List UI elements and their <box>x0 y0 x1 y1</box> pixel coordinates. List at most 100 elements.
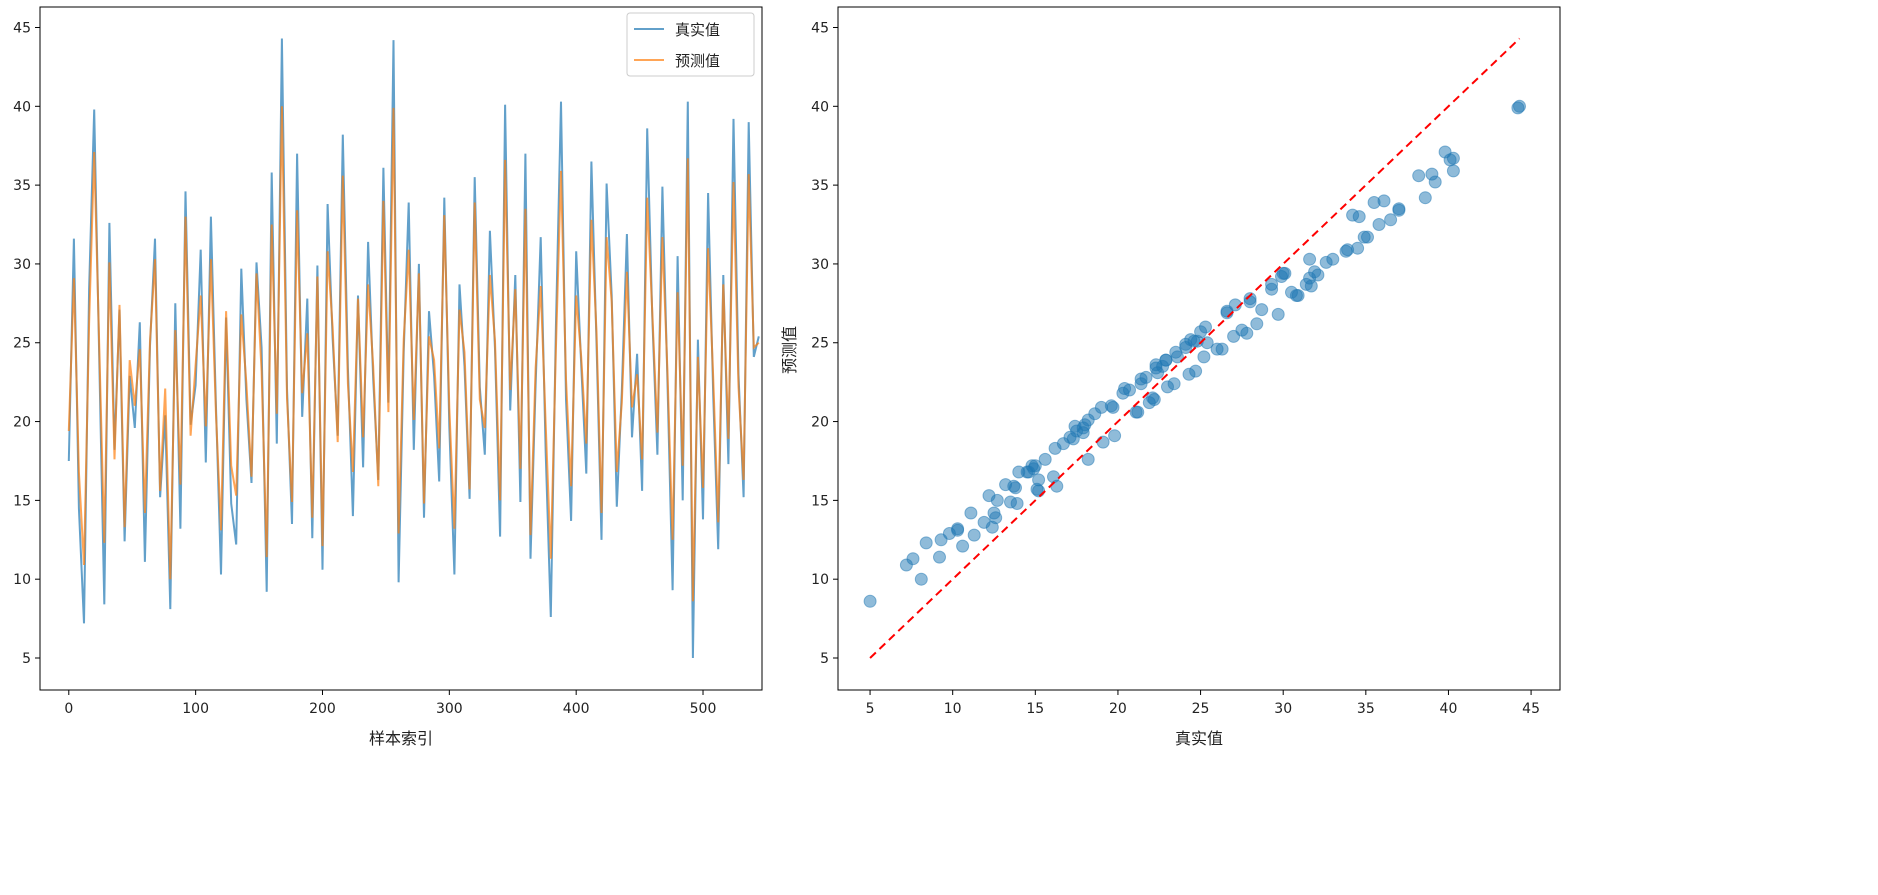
line-series-group <box>67 38 760 659</box>
y-tick-label: 45 <box>13 20 31 36</box>
scatter-point <box>933 550 946 564</box>
scatter-point <box>1170 350 1184 364</box>
scatter-point <box>1010 497 1024 510</box>
scatter-point <box>1076 426 1090 440</box>
scatter-point <box>1050 479 1064 493</box>
x-tick-label: 25 <box>1192 701 1210 717</box>
y-tick-label: 25 <box>811 336 829 352</box>
y-tick-label: 15 <box>811 493 829 509</box>
line-chart-axes-frame <box>39 6 763 691</box>
scatter-point <box>1081 452 1095 466</box>
y-tick-label: 35 <box>13 178 31 194</box>
scatter-point <box>1179 341 1193 354</box>
x-tick-label: 300 <box>436 701 463 717</box>
y-tick-label: 20 <box>13 415 31 431</box>
scatter-point <box>1384 213 1398 227</box>
scatter-point <box>1142 396 1156 410</box>
scatter-point <box>906 552 920 566</box>
scatter-point <box>1326 252 1340 266</box>
scatter-point <box>1009 481 1022 495</box>
legend-label-pred: 预测值 <box>675 52 720 70</box>
line-chart-ticks: 0 100 200 300 400 500 5 10 15 20 25 30 35 40 45 <box>13 20 716 717</box>
scatter-point <box>977 515 991 529</box>
line-series-pred <box>67 106 760 602</box>
y-tick-label: 15 <box>13 493 31 509</box>
scatter-point <box>934 533 948 547</box>
scatter-point <box>1372 218 1386 231</box>
scatter-point <box>1200 336 1214 350</box>
scatter-point <box>1096 435 1110 449</box>
x-tick-label: 20 <box>1109 701 1127 717</box>
scatter-point <box>956 539 970 553</box>
scatter-point <box>1285 285 1298 299</box>
x-tick-label: 100 <box>182 701 209 717</box>
scatter-point <box>1066 432 1080 446</box>
scatter-point <box>1255 303 1269 317</box>
scatter-point <box>1265 277 1279 291</box>
scatter-xlabel: 真实值 <box>1175 729 1223 748</box>
scatter-point <box>1139 370 1153 384</box>
scatter-point <box>1028 459 1042 473</box>
reference-line-y-equals-x <box>869 37 1521 659</box>
scatter-point <box>1425 167 1439 181</box>
scatter-ylabel: 预测值 <box>780 326 799 374</box>
scatter-point <box>1159 353 1173 367</box>
legend: 真实值 预测值 <box>626 12 755 77</box>
y-tick-label: 5 <box>820 651 829 667</box>
scatter-point <box>1240 326 1254 340</box>
scatter-point <box>1271 307 1285 321</box>
scatter-point <box>1511 101 1525 115</box>
line-series-true <box>67 38 760 659</box>
scatter-point <box>1446 151 1460 165</box>
y-tick-label: 20 <box>811 415 829 431</box>
scatter-point <box>1194 325 1208 339</box>
x-tick-label: 45 <box>1522 701 1540 717</box>
scatter-chart-panel: 5 10 15 20 25 30 35 40 45 5 10 15 20 25 30 35 40 45 真实值 预… <box>780 6 1561 748</box>
x-tick-label: 5 <box>866 701 875 717</box>
y-tick-label: 40 <box>811 99 829 115</box>
scatter-point <box>1367 196 1381 209</box>
scatter-point <box>1182 367 1196 381</box>
line-chart-xlabel: 样本索引 <box>369 729 433 748</box>
scatter-point <box>1276 266 1290 280</box>
scatter-point <box>1392 202 1406 216</box>
y-tick-label: 10 <box>811 572 829 588</box>
x-tick-label: 10 <box>944 701 962 717</box>
x-tick-label: 500 <box>690 701 717 717</box>
x-tick-label: 30 <box>1274 701 1292 717</box>
scatter-point <box>1412 169 1426 183</box>
scatter-point <box>919 536 933 550</box>
scatter-point <box>1346 208 1360 222</box>
x-tick-label: 40 <box>1440 701 1458 717</box>
scatter-point <box>1250 317 1264 331</box>
scatter-point <box>990 493 1004 507</box>
scatter-point <box>1303 252 1317 266</box>
scatter-point <box>951 522 965 536</box>
scatter-point <box>1106 400 1120 414</box>
line-chart-panel: 0 100 200 300 400 500 5 10 15 20 25 30 35 40 45 样本索引 真… <box>13 6 763 748</box>
scatter-point <box>1227 329 1241 343</box>
y-tick-label: 30 <box>811 257 829 273</box>
scatter-ticks: 5 10 15 20 25 30 35 40 45 5 10 15 20 25 30 35 40 45 <box>811 20 1540 717</box>
scatter-point <box>1418 191 1432 205</box>
scatter-point <box>1151 366 1165 380</box>
scatter-point <box>1308 265 1322 279</box>
x-tick-label: 200 <box>309 701 336 717</box>
scatter-point <box>964 506 978 520</box>
y-tick-label: 40 <box>13 99 31 115</box>
scatter-point <box>1108 429 1122 443</box>
scatter-point <box>967 528 981 542</box>
scatter-point <box>1038 452 1052 466</box>
x-tick-label: 0 <box>64 701 73 717</box>
y-tick-label: 45 <box>811 20 829 36</box>
scatter-point <box>1161 380 1174 394</box>
x-tick-label: 35 <box>1357 701 1375 717</box>
scatter-point <box>1243 295 1257 309</box>
y-tick-label: 10 <box>13 572 31 588</box>
legend-label-true: 真实值 <box>675 21 720 39</box>
x-tick-label: 400 <box>563 701 590 717</box>
scatter-point <box>863 594 877 608</box>
scatter-point <box>1357 230 1371 244</box>
scatter-point <box>1197 350 1211 364</box>
